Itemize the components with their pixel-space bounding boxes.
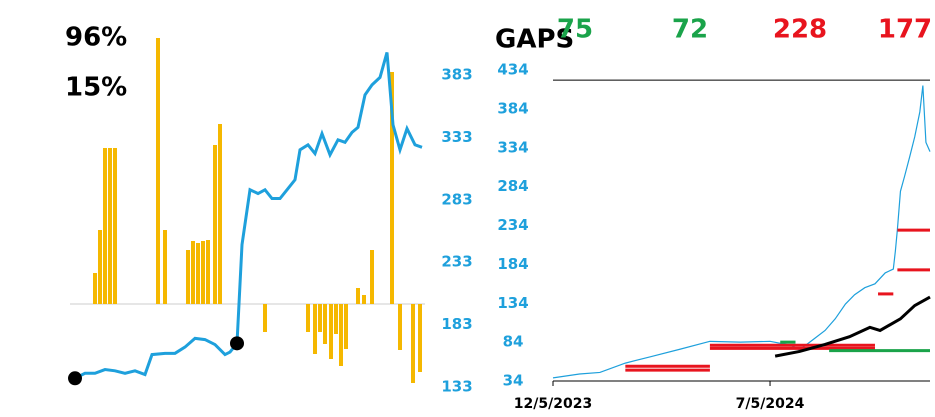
bar [213, 145, 217, 304]
bar [163, 230, 167, 304]
bar [370, 250, 374, 304]
bar [218, 124, 222, 304]
line [74, 52, 423, 380]
y-tick-label: 283 [441, 190, 472, 208]
bar [201, 241, 205, 304]
stat-value: 72 [672, 15, 708, 45]
marker [230, 336, 244, 351]
y-tick-label: 384 [497, 99, 528, 117]
bar [323, 304, 327, 344]
bar [191, 241, 195, 304]
bar [313, 304, 317, 354]
stat-value: 177 [878, 15, 932, 45]
bar [398, 304, 402, 350]
average-line [774, 295, 931, 358]
bar [339, 304, 343, 366]
bar [356, 288, 360, 304]
bar [362, 295, 366, 304]
bar [206, 240, 210, 304]
bar [113, 148, 117, 304]
stat-value: 228 [773, 15, 827, 45]
bar [108, 148, 112, 304]
marker [68, 371, 82, 386]
bar [334, 304, 338, 334]
y-tick-label: 334 [497, 138, 528, 156]
x-tick-label: 7/5/2024 [736, 396, 805, 412]
bar [103, 148, 107, 304]
stat-label: 15% [65, 73, 127, 103]
bar [329, 304, 333, 359]
y-tick-label: 233 [441, 253, 472, 271]
bar [93, 273, 97, 304]
y-tick-label: 184 [497, 255, 528, 273]
bar [263, 304, 267, 332]
y-tick-label: 183 [441, 315, 472, 333]
y-tick-label: 134 [497, 294, 528, 312]
stat-value: 75 [557, 15, 593, 45]
bar [196, 243, 200, 304]
y-tick-label: 133 [441, 378, 472, 396]
bar [411, 304, 415, 383]
bar [390, 72, 394, 304]
bar [186, 250, 190, 304]
stat-label: 96% [65, 23, 127, 53]
bar [98, 230, 102, 304]
bar [156, 38, 160, 304]
bar [418, 304, 422, 372]
bar [306, 304, 310, 332]
y-tick-label: 34 [503, 372, 524, 390]
y-tick-label: 333 [441, 128, 472, 146]
x-tick-label: 12/5/2023 [514, 396, 592, 412]
price-line [552, 85, 931, 379]
y-tick-label: 383 [441, 65, 472, 83]
y-tick-label: 84 [503, 333, 524, 351]
y-tick-label: 434 [497, 61, 528, 79]
y-tick-label: 284 [497, 177, 528, 195]
chart-title: GAPS [495, 25, 574, 55]
y-tick-label: 234 [497, 216, 528, 234]
bar [344, 304, 348, 349]
bar [318, 304, 322, 332]
